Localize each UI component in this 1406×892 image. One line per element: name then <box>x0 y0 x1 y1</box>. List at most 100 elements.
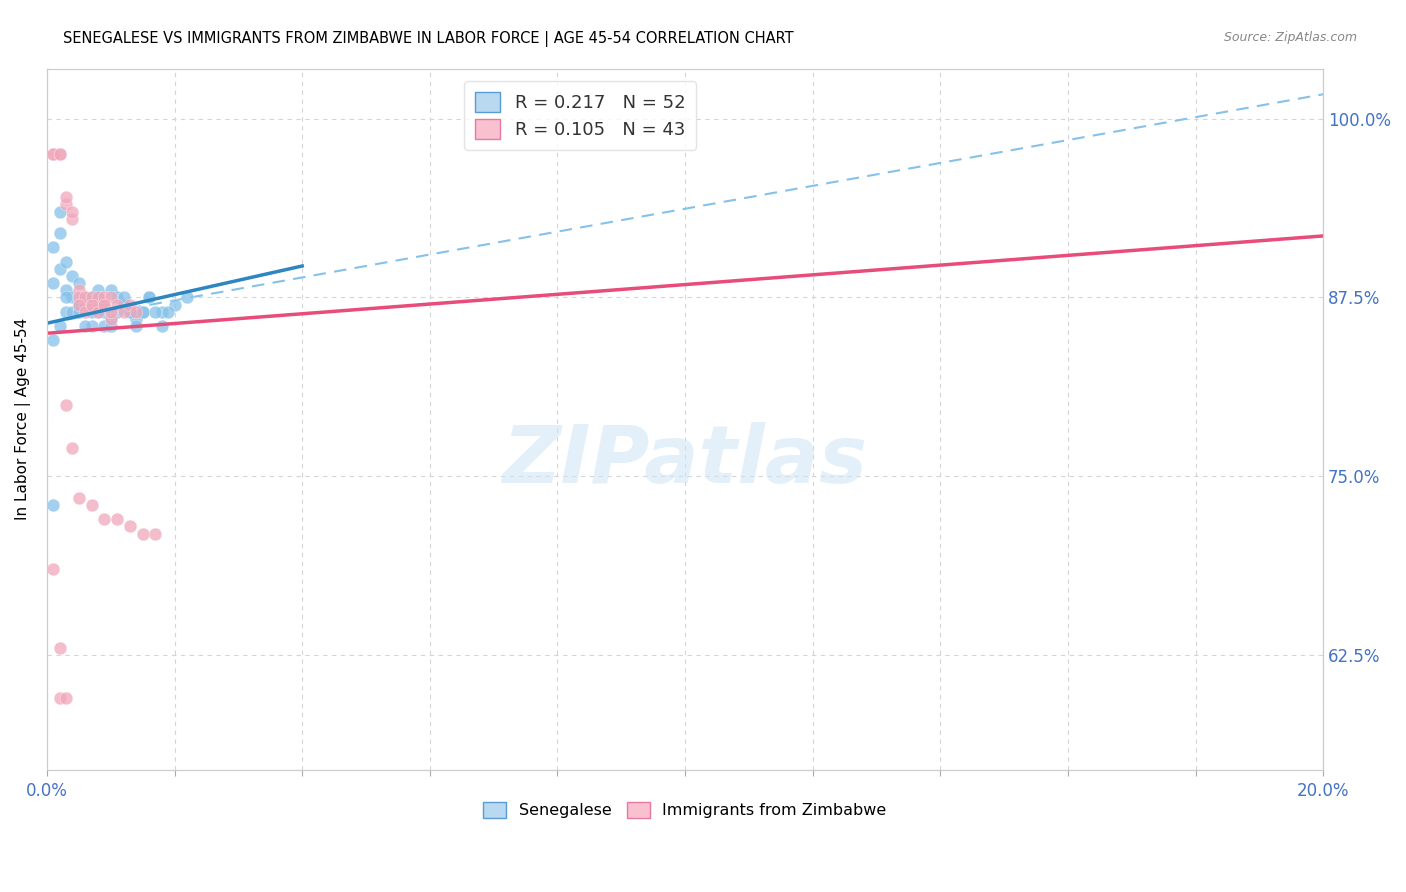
Y-axis label: In Labor Force | Age 45-54: In Labor Force | Age 45-54 <box>15 318 31 520</box>
Text: SENEGALESE VS IMMIGRANTS FROM ZIMBABWE IN LABOR FORCE | AGE 45-54 CORRELATION CH: SENEGALESE VS IMMIGRANTS FROM ZIMBABWE I… <box>63 31 794 47</box>
Point <box>80 290 103 304</box>
Point <box>67 276 90 290</box>
Point <box>87 305 110 319</box>
Point <box>75 290 97 304</box>
Point <box>80 297 103 311</box>
Point <box>118 297 141 311</box>
Point <box>87 290 110 304</box>
Point <box>48 147 70 161</box>
Point <box>112 290 135 304</box>
Point <box>55 290 77 304</box>
Point <box>100 290 122 304</box>
Point <box>67 297 90 311</box>
Point <box>125 305 148 319</box>
Point <box>55 190 77 204</box>
Point <box>105 297 128 311</box>
Point <box>145 305 167 319</box>
Point <box>48 691 70 706</box>
Point <box>125 312 148 326</box>
Point <box>138 290 160 304</box>
Point <box>93 297 115 311</box>
Point <box>55 398 77 412</box>
Point <box>62 204 84 219</box>
Legend: Senegalese, Immigrants from Zimbabwe: Senegalese, Immigrants from Zimbabwe <box>477 796 893 825</box>
Point <box>62 268 84 283</box>
Point <box>87 283 110 297</box>
Point <box>80 305 103 319</box>
Point <box>42 334 65 348</box>
Point <box>55 691 77 706</box>
Point <box>131 526 153 541</box>
Point <box>118 519 141 533</box>
Point <box>75 290 97 304</box>
Point <box>93 297 115 311</box>
Point <box>150 305 173 319</box>
Point <box>93 512 115 526</box>
Point <box>125 319 148 334</box>
Text: Source: ZipAtlas.com: Source: ZipAtlas.com <box>1223 31 1357 45</box>
Point <box>100 283 122 297</box>
Point <box>67 305 90 319</box>
Point <box>100 312 122 326</box>
Point <box>55 283 77 297</box>
Point <box>80 498 103 512</box>
Point <box>42 498 65 512</box>
Point <box>42 276 65 290</box>
Point <box>62 441 84 455</box>
Text: ZIPatlas: ZIPatlas <box>502 422 868 500</box>
Point <box>48 226 70 240</box>
Point <box>80 297 103 311</box>
Point <box>105 305 128 319</box>
Point <box>87 305 110 319</box>
Point <box>62 211 84 226</box>
Point <box>157 305 180 319</box>
Point <box>42 147 65 161</box>
Point <box>80 290 103 304</box>
Point <box>48 640 70 655</box>
Point <box>100 312 122 326</box>
Point <box>105 512 128 526</box>
Point <box>42 147 65 161</box>
Point <box>100 319 122 334</box>
Point <box>55 254 77 268</box>
Point <box>150 319 173 334</box>
Point <box>112 297 135 311</box>
Point <box>118 305 141 319</box>
Point <box>105 290 128 304</box>
Point <box>48 319 70 334</box>
Point <box>93 305 115 319</box>
Point <box>67 297 90 311</box>
Point <box>55 305 77 319</box>
Point <box>93 319 115 334</box>
Point <box>118 305 141 319</box>
Point <box>131 305 153 319</box>
Point <box>138 290 160 304</box>
Point <box>48 261 70 276</box>
Point <box>93 297 115 311</box>
Point <box>100 305 122 319</box>
Point <box>62 305 84 319</box>
Point <box>112 305 135 319</box>
Point <box>131 305 153 319</box>
Point <box>48 147 70 161</box>
Point <box>67 290 90 304</box>
Point <box>48 204 70 219</box>
Point <box>75 297 97 311</box>
Point <box>42 240 65 254</box>
Point <box>67 491 90 505</box>
Point <box>75 305 97 319</box>
Point <box>75 319 97 334</box>
Point <box>67 283 90 297</box>
Point <box>163 297 186 311</box>
Point <box>67 297 90 311</box>
Point <box>62 290 84 304</box>
Point <box>93 290 115 304</box>
Point <box>42 562 65 576</box>
Point <box>87 290 110 304</box>
Point <box>80 319 103 334</box>
Point <box>145 526 167 541</box>
Point <box>55 197 77 211</box>
Point <box>87 297 110 311</box>
Point <box>176 290 198 304</box>
Point <box>75 297 97 311</box>
